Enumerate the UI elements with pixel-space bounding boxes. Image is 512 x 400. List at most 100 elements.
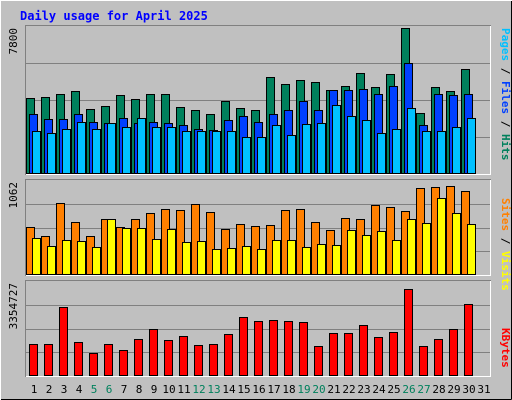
pages-bar xyxy=(392,129,401,174)
x-tick-label: 17 xyxy=(267,383,280,396)
visits-bar xyxy=(287,240,296,275)
pages-bar xyxy=(272,125,281,174)
hits-right-label: Pages / Files / Hits xyxy=(499,28,512,161)
--legend-part: / xyxy=(499,61,512,81)
kbytes-bar xyxy=(209,344,218,376)
x-tick-label: 7 xyxy=(121,383,128,396)
visits-bar xyxy=(407,219,416,275)
kbytes-bar xyxy=(149,329,158,376)
x-axis-day-labels: 1 2 3 4 5 6 7 8 9 10 11 12 13 14 15 16 17 18 19 20 21 22 23 24 2… xyxy=(31,383,491,396)
kbytes-bar xyxy=(104,344,113,376)
pages-bar xyxy=(32,131,41,174)
sites-bar xyxy=(56,203,65,275)
x-tick-label: 30 xyxy=(462,383,475,396)
visits-bar xyxy=(152,239,161,275)
visits-bar xyxy=(377,231,386,275)
visits-right-label: Sites / Visits xyxy=(499,198,512,291)
kbytes-bar xyxy=(434,339,443,376)
kbytes-bar xyxy=(44,344,53,376)
pages-bar xyxy=(332,105,341,174)
kbytes-bar xyxy=(59,307,68,376)
visits-bar xyxy=(32,238,41,275)
pages-bar xyxy=(302,124,311,174)
hits-bars xyxy=(26,28,476,174)
pages-bar xyxy=(92,129,101,174)
x-tick-label: 4 xyxy=(76,383,83,396)
visits-bar xyxy=(272,240,281,275)
visits-bar xyxy=(257,249,266,275)
pages-bar xyxy=(347,116,356,174)
x-tick-label: 19 xyxy=(297,383,310,396)
visits-bar xyxy=(302,247,311,275)
visits-bar xyxy=(62,240,71,275)
x-tick-label: 22 xyxy=(342,383,355,396)
kbytes-bar xyxy=(299,322,308,376)
pages-bar xyxy=(437,131,446,174)
files-legend-part: Files xyxy=(499,81,512,114)
kbytes-bar xyxy=(254,321,263,376)
pages-bar xyxy=(407,108,416,174)
kbytes-bar xyxy=(269,320,278,376)
visits-ymax-label: 1062 xyxy=(7,182,20,209)
x-tick-label: 21 xyxy=(327,383,340,396)
visits-bar xyxy=(422,223,431,275)
pages-bar xyxy=(257,137,266,174)
x-tick-label: 11 xyxy=(177,383,190,396)
visits-bar xyxy=(167,229,176,275)
visits-bar xyxy=(137,228,146,275)
visits-legend-part: Visits xyxy=(499,251,512,291)
kbytes-ymax-label: 3354727 xyxy=(7,283,20,329)
visits-bar xyxy=(47,246,56,275)
visits-bar xyxy=(92,247,101,275)
hits-legend-part: Hits xyxy=(499,134,512,161)
kbytes-bar xyxy=(329,333,338,376)
kbytes-bar xyxy=(359,325,368,376)
visits-bar xyxy=(107,219,116,275)
x-tick-label: 14 xyxy=(222,383,236,396)
kbytes-bar xyxy=(374,337,383,376)
pages-bar xyxy=(362,120,371,174)
pages-bar xyxy=(167,127,176,174)
kbytes-bar xyxy=(119,350,128,376)
pages-bar xyxy=(152,127,161,174)
x-tick-label: 15 xyxy=(237,383,250,396)
--legend-part: / xyxy=(499,114,512,134)
x-tick-label: 2 xyxy=(46,383,53,396)
kbytes-bar xyxy=(314,346,323,376)
x-tick-label: 27 xyxy=(417,383,430,396)
kbytes-bar xyxy=(389,332,398,376)
pages-bar xyxy=(62,129,71,174)
visits-bar xyxy=(197,241,206,275)
kbytes-bar xyxy=(239,317,248,376)
x-tick-label: 9 xyxy=(151,383,158,396)
visits-bar xyxy=(392,240,401,275)
x-tick-label: 23 xyxy=(357,383,370,396)
x-tick-label: 3 xyxy=(61,383,68,396)
pages-bar xyxy=(212,131,221,174)
x-tick-label: 24 xyxy=(372,383,386,396)
kbytes-legend-part: KBytes xyxy=(499,328,512,368)
kbytes-bar xyxy=(179,336,188,376)
pages-bar xyxy=(287,135,296,174)
visits-bar xyxy=(347,230,356,275)
kbytes-bar xyxy=(344,333,353,376)
visits-bar xyxy=(242,246,251,275)
kbytes-bar xyxy=(29,344,38,376)
visits-bar xyxy=(362,235,371,275)
x-tick-label: 1 xyxy=(31,383,38,396)
pages-bar xyxy=(197,131,206,174)
pages-bar xyxy=(77,122,86,174)
kbytes-bar xyxy=(224,334,233,376)
x-tick-label: 10 xyxy=(162,383,175,396)
visits-bars xyxy=(26,186,476,275)
visits-bar xyxy=(212,249,221,275)
x-tick-label: 31 xyxy=(477,383,490,396)
kbytes-bar xyxy=(134,339,143,376)
kbytes-bar xyxy=(464,304,473,376)
sites-bar xyxy=(191,204,200,275)
kbytes-bar xyxy=(74,342,83,376)
pages-bar xyxy=(47,133,56,174)
visits-bar xyxy=(467,224,476,275)
x-tick-label: 25 xyxy=(387,383,400,396)
